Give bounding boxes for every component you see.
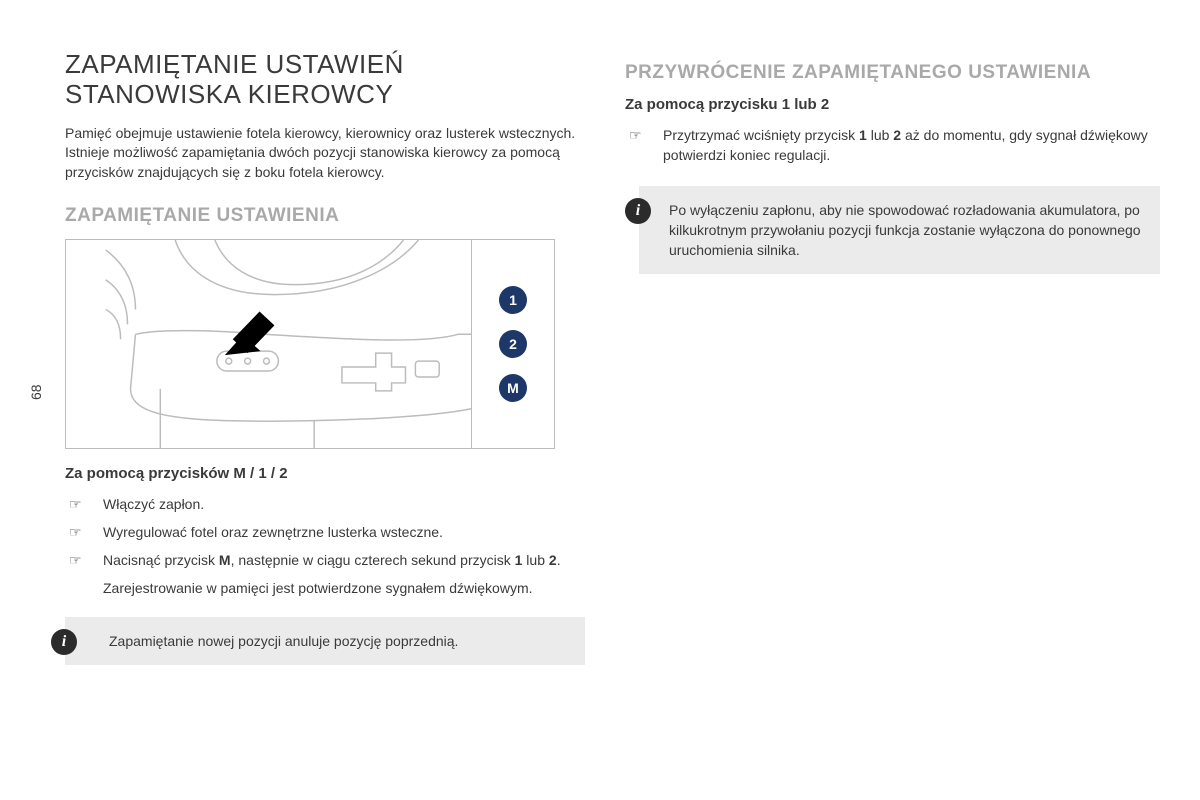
intro-paragraph: Pamięć obejmuje ustawienie fotela kierow… bbox=[65, 124, 585, 183]
info-icon: i bbox=[625, 198, 651, 224]
subheading-store: Za pomocą przycisków M / 1 / 2 bbox=[65, 465, 585, 482]
memory-button-1[interactable]: 1 bbox=[499, 286, 527, 314]
page-body: ZAPAMIĘTANIE USTAWIEŃ STANOWISKA KIEROWC… bbox=[0, 0, 1200, 705]
left-column: ZAPAMIĘTANIE USTAWIEŃ STANOWISKA KIEROWC… bbox=[65, 50, 585, 665]
seat-memory-figure: 1 2 M bbox=[65, 239, 555, 449]
memory-button-2[interactable]: 2 bbox=[499, 330, 527, 358]
seat-line-art bbox=[66, 240, 471, 448]
store-steps-list: ☞Włączyć zapłon. ☞Wyregulować fotel oraz… bbox=[65, 494, 585, 599]
note-store: i Zapamiętanie nowej pozycji anuluje poz… bbox=[65, 617, 585, 665]
recall-steps-list: ☞Przytrzymać wciśnięty przycisk 1 lub 2 … bbox=[625, 125, 1160, 166]
subheading-recall: Za pomocą przycisku 1 lub 2 bbox=[625, 96, 1160, 113]
page-title: ZAPAMIĘTANIE USTAWIEŃ STANOWISKA KIEROWC… bbox=[65, 50, 585, 110]
arrow-icon bbox=[225, 311, 275, 355]
hand-icon: ☞ bbox=[629, 125, 647, 166]
hand-icon: ☞ bbox=[69, 494, 87, 514]
list-item: ☞Nacisnąć przycisk M, następnie w ciągu … bbox=[69, 550, 585, 570]
list-item: ☞Przytrzymać wciśnięty przycisk 1 lub 2 … bbox=[629, 125, 1160, 166]
note-recall: i Po wyłączeniu zapłonu, aby nie spowodo… bbox=[639, 186, 1160, 275]
hand-icon: ☞ bbox=[69, 550, 87, 570]
list-item: ☞Zarejestrowanie w pamięci jest potwierd… bbox=[69, 578, 585, 598]
right-column: PRZYWRÓCENIE ZAPAMIĘTANEGO USTAWIENIA Za… bbox=[625, 50, 1160, 665]
note-text: Zapamiętanie nowej pozycji anuluje pozyc… bbox=[109, 633, 458, 649]
section-heading-recall: PRZYWRÓCENIE ZAPAMIĘTANEGO USTAWIENIA bbox=[625, 62, 1160, 84]
list-item: ☞Wyregulować fotel oraz zewnętrzne luste… bbox=[69, 522, 585, 542]
seat-illustration bbox=[66, 240, 472, 448]
hand-icon: ☞ bbox=[69, 522, 87, 542]
info-icon: i bbox=[51, 629, 77, 655]
memory-button-m[interactable]: M bbox=[499, 374, 527, 402]
note-text: Po wyłączeniu zapłonu, aby nie spowodowa… bbox=[669, 202, 1141, 259]
list-item: ☞Włączyć zapłon. bbox=[69, 494, 585, 514]
page-number: 68 bbox=[28, 384, 44, 400]
section-heading-store: ZAPAMIĘTANIE USTAWIENIA bbox=[65, 205, 585, 227]
memory-buttons-panel: 1 2 M bbox=[472, 240, 554, 448]
